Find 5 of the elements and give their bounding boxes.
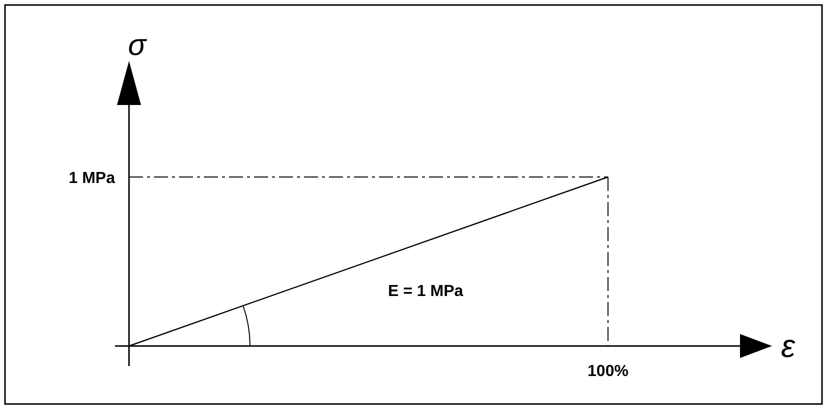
annotation: 1 MPa: [68, 170, 116, 187]
annotation: E = 1 MPa: [388, 283, 464, 300]
x-axis-title: ε: [780, 328, 796, 364]
y-axis-title: σ: [128, 29, 148, 62]
text: 100%: [588, 363, 628, 380]
